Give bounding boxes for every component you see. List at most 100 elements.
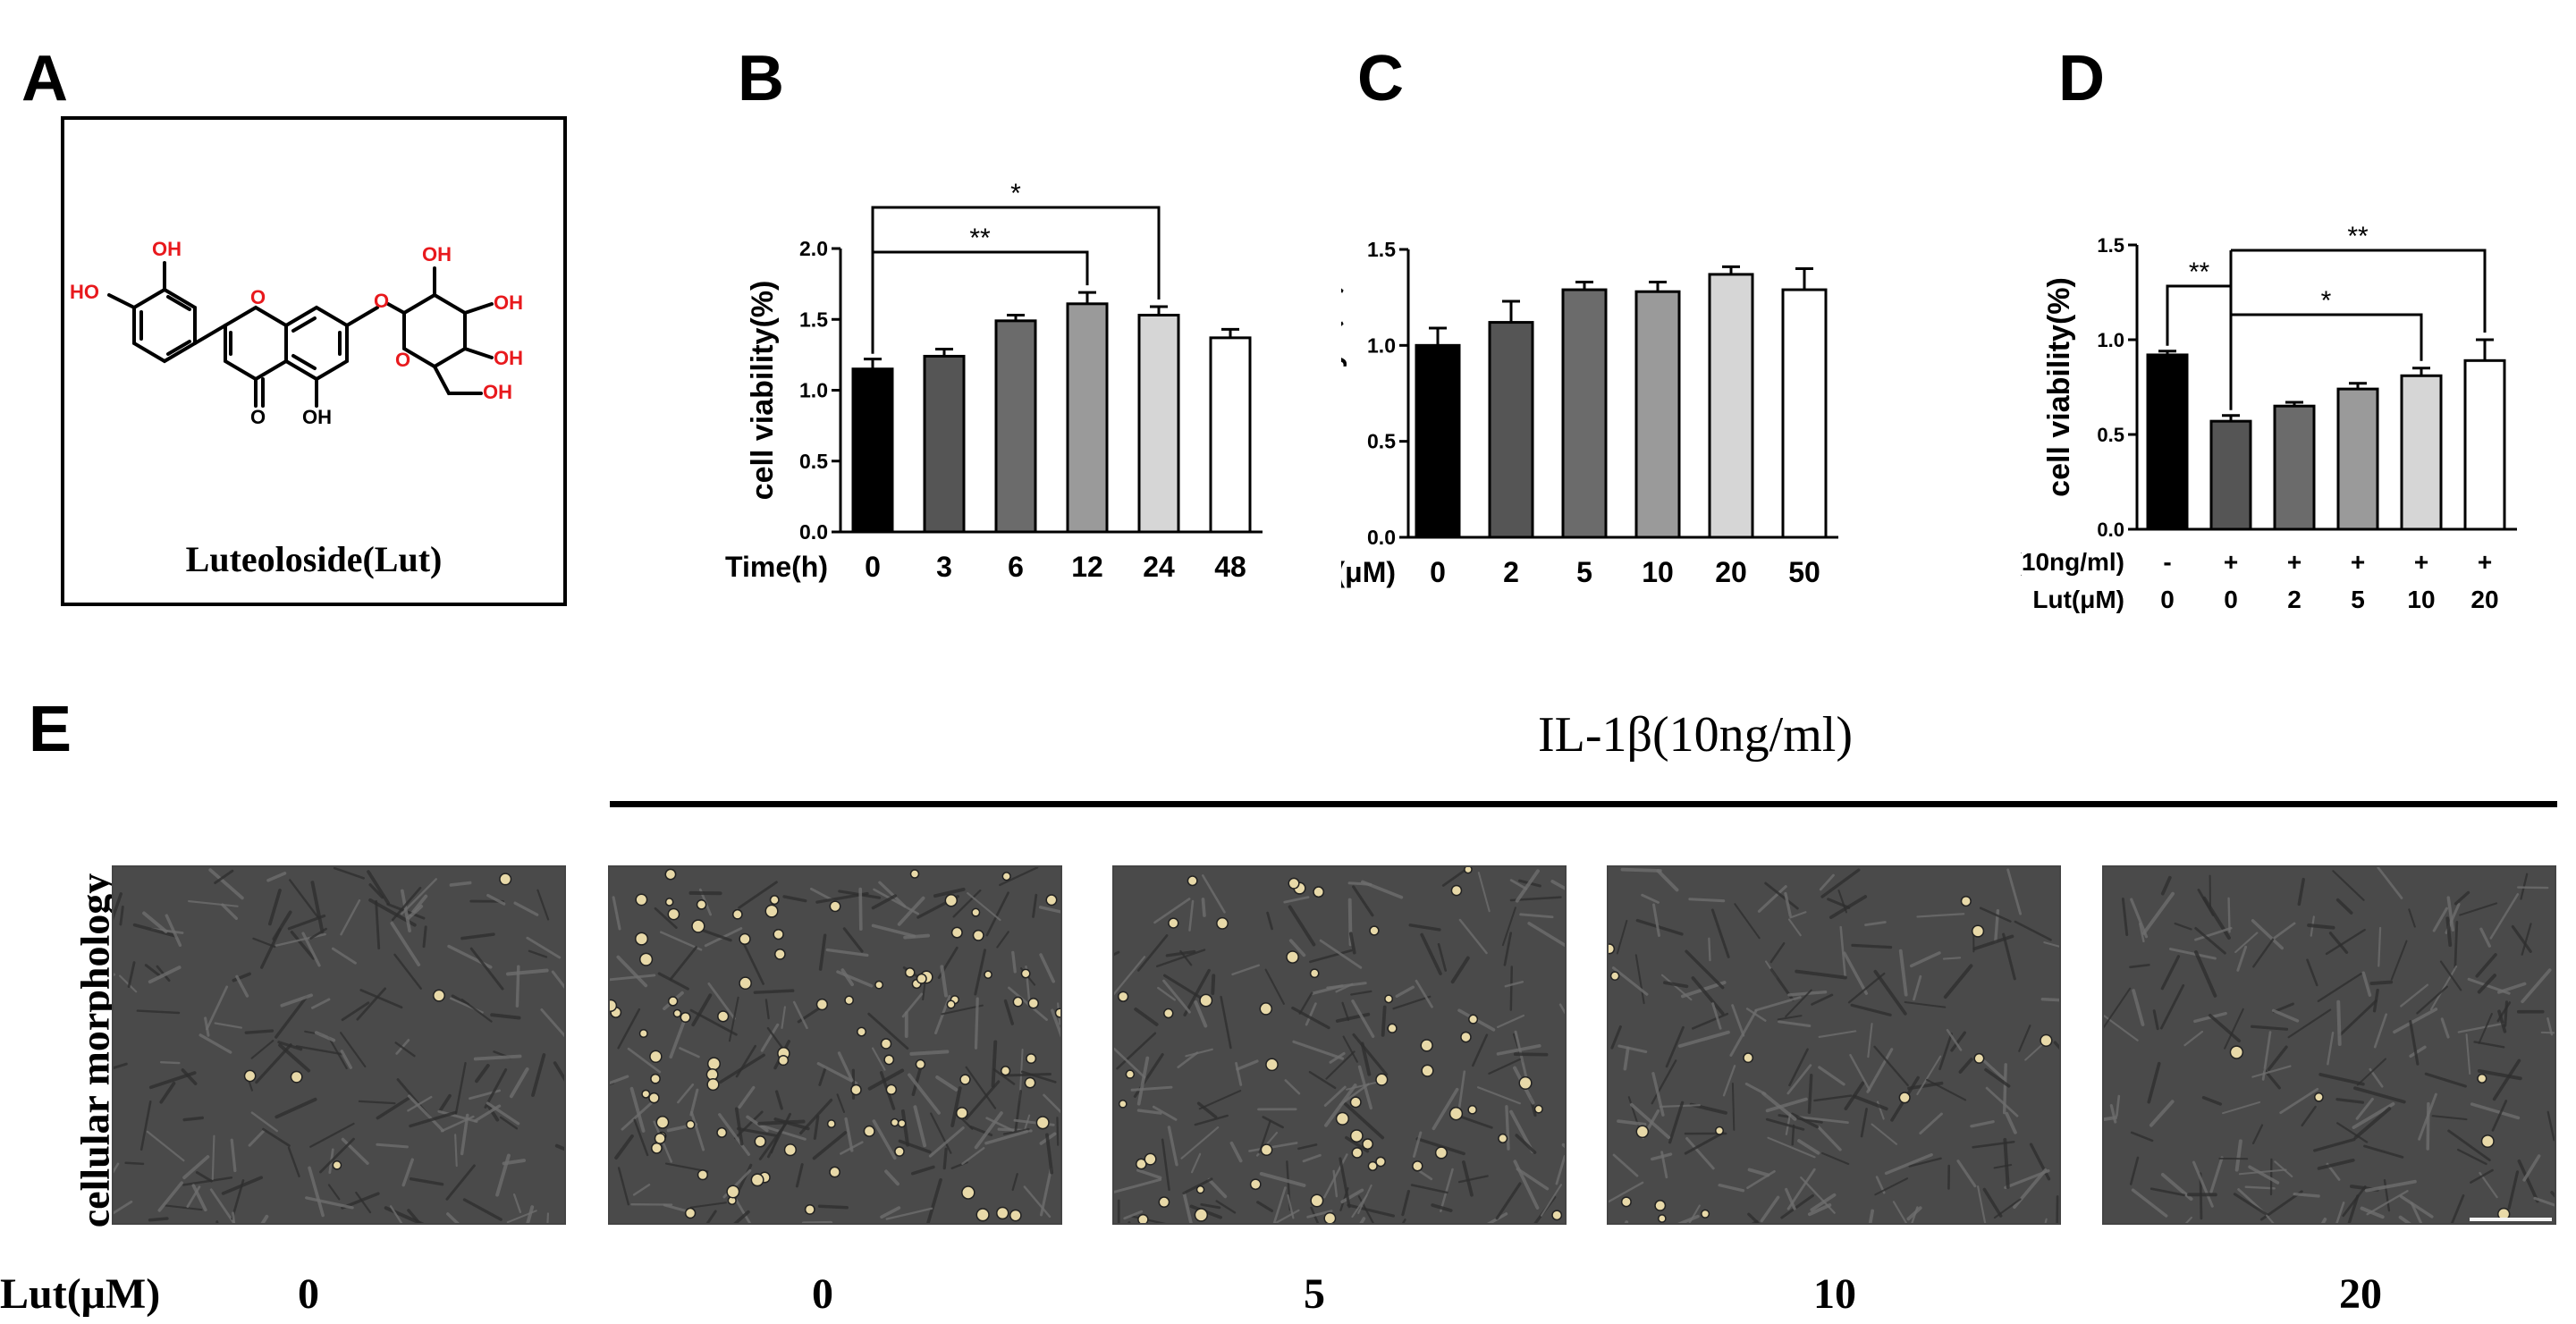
spindle-cell <box>1797 1139 1820 1155</box>
spindle-cell <box>2259 1190 2303 1221</box>
rounded-cell <box>654 1132 666 1144</box>
panel-letter-d: D <box>2058 43 2105 114</box>
rounded-cell <box>1027 998 1040 1009</box>
micrograph-image <box>2104 867 2555 1223</box>
spindle-cell <box>2266 1214 2275 1223</box>
spindle-cell <box>1993 1164 2013 1169</box>
spindle-cell <box>836 970 874 988</box>
spindle-cell <box>1432 1087 1459 1131</box>
spindle-cell <box>2424 1072 2467 1088</box>
spindle-cell <box>2522 1154 2541 1182</box>
spindle-cell <box>2507 1170 2520 1210</box>
spindle-cell <box>2006 868 2023 915</box>
spindle-cell <box>770 1130 781 1154</box>
spindle-cell <box>2149 1187 2185 1197</box>
x-row-value: 10 <box>2407 586 2435 613</box>
spindle-cell <box>1381 1005 1387 1037</box>
spindle-cell <box>1180 1126 1220 1160</box>
spindle-cell <box>2244 1185 2276 1190</box>
spindle-cell <box>633 1118 649 1157</box>
spindle-cell <box>376 1143 409 1149</box>
spindle-cell <box>1152 1105 1178 1121</box>
spindle-cell <box>1688 1204 1701 1223</box>
rounded-cell <box>1533 1104 1543 1114</box>
spindle-cell <box>2445 916 2453 948</box>
rounded-cell <box>706 1078 720 1092</box>
rounded-cell <box>650 1073 661 1084</box>
spindle-cell <box>1789 911 1807 919</box>
spindle-cell <box>553 1061 564 1082</box>
spindle-cell <box>2511 924 2532 953</box>
rounded-cell <box>1460 1031 1472 1043</box>
rounded-cell <box>1701 1209 1710 1219</box>
spindle-cell <box>449 881 472 887</box>
spindle-cell <box>2364 1179 2417 1193</box>
x-row-value: 0 <box>2160 586 2175 613</box>
spindle-cell <box>1656 869 1679 892</box>
spindle-cell <box>760 1124 807 1141</box>
spindle-cell <box>288 879 319 918</box>
spindle-cell <box>221 1176 264 1195</box>
rounded-cell <box>1195 1185 1205 1194</box>
spindle-cell <box>1787 918 1802 937</box>
spindle-cell <box>139 1100 152 1151</box>
spindle-cell <box>885 1207 933 1220</box>
spindle-cell <box>2470 1102 2521 1120</box>
spindle-cell <box>1684 1131 1725 1155</box>
spindle-cell <box>142 911 168 933</box>
spindle-cell <box>1326 982 1367 990</box>
rounded-cell <box>243 1069 257 1083</box>
spindle-cell <box>1039 1168 1052 1217</box>
rounded-cell <box>1035 1116 1050 1130</box>
spindle-cell <box>2465 1033 2471 1075</box>
rounded-cell <box>432 989 445 1002</box>
panel-e-bracket-line <box>610 801 2557 807</box>
spindle-cell <box>1262 1116 1284 1129</box>
rounded-cell <box>1009 1209 1022 1222</box>
spindle-cell <box>1627 1096 1640 1126</box>
spindle-cell <box>2492 1058 2521 1101</box>
spindle-cell <box>742 941 764 985</box>
spindle-cell <box>1325 1050 1356 1080</box>
rounded-cell <box>1551 1210 1563 1221</box>
rounded-cell <box>1657 1214 1667 1223</box>
rounded-cell <box>984 970 992 979</box>
spindle-cell <box>2267 1045 2288 1071</box>
spindle-cell <box>305 1196 354 1210</box>
rounded-cell <box>1310 1193 1324 1208</box>
spindle-cell <box>536 889 550 921</box>
spindle-cell <box>2301 1105 2317 1127</box>
rounded-cell <box>716 1126 728 1138</box>
spindle-cell <box>1431 1203 1453 1212</box>
spindle-cell <box>375 899 381 950</box>
spindle-cell <box>127 961 136 989</box>
rounded-cell <box>739 932 751 946</box>
spindle-cell <box>1003 999 1015 1025</box>
spindle-cell <box>1761 1092 1797 1121</box>
spindle-cell <box>1515 1134 1537 1154</box>
spindle-cell <box>965 1080 1001 1120</box>
spindle-cell <box>1663 981 1689 989</box>
atom-label-oh: OH <box>152 238 182 260</box>
spindle-cell <box>1136 934 1169 972</box>
x-row-value: + <box>2224 548 2238 576</box>
spindle-cell <box>148 1217 169 1222</box>
bar <box>2146 353 2189 531</box>
spindle-cell <box>1032 893 1038 918</box>
spindle-cell <box>1691 976 1725 1016</box>
spindle-cell <box>1190 1152 1202 1174</box>
rounded-cell <box>971 907 981 917</box>
x-row-value: 2 <box>2287 586 2302 613</box>
spindle-cell <box>836 1093 846 1113</box>
spindle-cell <box>837 1051 854 1083</box>
spindle-cell <box>2439 960 2462 991</box>
spindle-cell <box>1665 1025 1685 1068</box>
spindle-cell <box>1821 1151 1850 1166</box>
significance-bracket <box>2231 249 2487 333</box>
spindle-cell <box>2336 999 2342 1047</box>
y-tick-label: 0.5 <box>799 450 828 473</box>
micrograph-control <box>112 865 566 1225</box>
rounded-cell <box>1135 1158 1147 1170</box>
spindle-cell <box>974 997 979 1050</box>
spindle-cell <box>2446 896 2455 932</box>
